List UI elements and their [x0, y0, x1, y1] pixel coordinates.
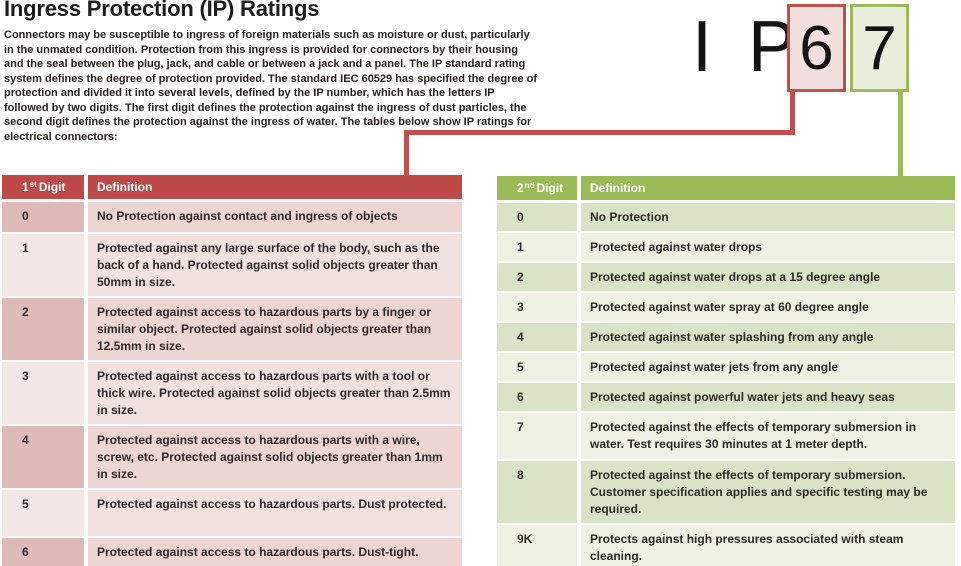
digit-cell: 2: [2, 298, 84, 360]
digit-cell: 0: [497, 203, 577, 231]
table-row: 9K Protects against high pressures associ…: [497, 525, 955, 566]
digit-cell: 7: [497, 413, 577, 459]
table-row: 1 Protected against water drops: [497, 233, 955, 261]
digit-cell: 4: [2, 426, 84, 488]
ip-prefix-letters: I P: [692, 7, 805, 87]
digit-cell: 6: [2, 538, 84, 566]
definition-column-header: Definition: [88, 175, 462, 199]
second-digit-connector-line: [898, 90, 903, 177]
table-row: 3 Protected against water spray at 60 deg…: [497, 293, 955, 321]
table-row: 5 Protected against access to hazardous p…: [2, 490, 462, 536]
digit-cell: 4: [497, 323, 577, 351]
digit-cell: 2: [497, 263, 577, 291]
intro-paragraph: Connectors may be susceptible to ingress…: [4, 29, 538, 143]
table-row: 5 Protected against water jets from any a…: [497, 353, 955, 381]
digit-cell: 1: [2, 234, 84, 296]
table-row: 2 Protected against water drops at a 15 d…: [497, 263, 955, 291]
digit-cell: 0: [2, 202, 84, 232]
table-row: 2 Protected against access to hazardous p…: [2, 298, 462, 360]
first-digit-connector-line: [790, 91, 795, 134]
definition-column-header: Definition: [581, 176, 955, 200]
digit-cell: 9K: [497, 525, 577, 566]
table-row: 0 No Protection against contact and ingre…: [2, 202, 462, 232]
definition-cell: Protected against any large surface of t…: [88, 234, 462, 296]
second-digit-box: 7: [850, 4, 909, 92]
table-row: 1 Protected against any large surface of …: [2, 234, 462, 296]
table-row: 0 No Protection: [497, 203, 955, 231]
definition-cell: Protected against access to hazardous pa…: [88, 298, 462, 360]
digit-cell: 1: [497, 233, 577, 261]
digit-cell: 5: [2, 490, 84, 536]
definition-cell: No Protection against contact and ingres…: [88, 202, 462, 232]
table-row: 4 Protected against water splashing from …: [497, 323, 955, 351]
first-digit-box: 6: [787, 4, 846, 92]
definition-cell: Protected against the effects of tempora…: [581, 461, 955, 523]
definition-cell: Protected against powerful water jets an…: [581, 383, 955, 411]
definition-cell: Protected against water drops: [581, 233, 955, 261]
table-row: 7 Protected against the effects of tempor…: [497, 413, 955, 459]
digit-cell: 3: [497, 293, 577, 321]
definition-cell: Protected against water jets from any an…: [581, 353, 955, 381]
digit-cell: 3: [2, 362, 84, 424]
digit-cell: 8: [497, 461, 577, 523]
definition-cell: Protected against access to hazardous pa…: [88, 362, 462, 424]
definition-cell: Protected against access to hazardous pa…: [88, 490, 462, 536]
definition-cell: Protected against water drops at a 15 de…: [581, 263, 955, 291]
table-row: 6 Protected against powerful water jets a…: [497, 383, 955, 411]
table-row: 4 Protected against access to hazardous p…: [2, 426, 462, 488]
first-digit-connector-line: [404, 133, 409, 175]
table-row: 3 Protected against access to hazardous p…: [2, 362, 462, 424]
page-title: Ingress Protection (IP) Ratings: [4, 0, 320, 21]
table-row: 8 Protected against the effects of tempor…: [497, 461, 955, 523]
definition-cell: Protected against access to hazardous pa…: [88, 426, 462, 488]
first-digit-connector-line: [404, 130, 795, 135]
table-row: 6 Protected against access to hazardous p…: [2, 538, 462, 566]
definition-cell: Protected against water splashing from a…: [581, 323, 955, 351]
definition-cell: Protected against water spray at 60 degr…: [581, 293, 955, 321]
definition-cell: Protected against the effects of tempora…: [581, 413, 955, 459]
definition-cell: Protects against high pressures associat…: [581, 525, 955, 566]
digit-cell: 6: [497, 383, 577, 411]
definition-cell: Protected against access to hazardous pa…: [88, 538, 462, 566]
definition-cell: No Protection: [581, 203, 955, 231]
digit-cell: 5: [497, 353, 577, 381]
